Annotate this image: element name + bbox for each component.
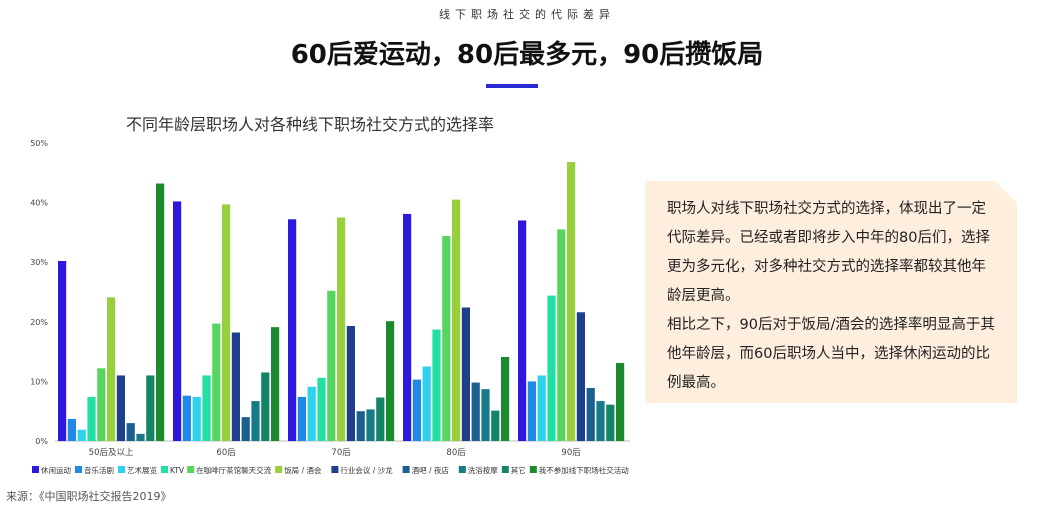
bar [501,356,510,441]
bar [146,375,155,441]
bar [327,290,336,441]
legend-swatch [32,466,39,473]
legend-swatch [331,466,339,473]
bar [231,332,240,441]
legend-swatch [529,466,537,473]
bar [136,433,145,441]
y-tick-label: 10% [30,377,48,386]
bar [67,418,76,441]
bar [376,397,385,441]
bar [403,213,412,441]
x-tick-label: 60后 [216,447,236,458]
legend-label: 洗浴按摩 [468,465,498,475]
title-underline [486,84,538,88]
bar [156,183,165,441]
y-tick-label: 40% [30,199,48,208]
legend-label: 酒吧 / 夜店 [412,465,450,475]
bar [606,404,615,441]
legend-label: KTV [170,466,185,475]
legend-label: 艺术展览 [127,465,157,475]
bar [386,321,395,441]
note-box: 职场人对线下职场社交方式的选择，体现出了一定代际差异。已经或者即将步入中年的80… [645,181,1017,403]
bar [527,381,536,441]
legend-swatch [501,466,509,473]
bar [107,297,116,441]
bar [261,372,270,441]
bar [307,386,316,441]
bar [173,201,182,441]
bar [452,199,461,441]
bar [491,410,500,441]
note-paragraph-2: 相比之下，90后对于饭局/酒会的选择率明显高于其他年龄层，而60后职场人当中，选… [667,317,995,391]
bar [412,379,421,441]
bar [116,375,125,441]
legend-swatch [75,466,82,473]
bar [442,235,451,441]
bar [288,219,297,441]
note-text: 职场人对线下职场社交方式的选择，体现出了一定代际差异。已经或者即将步入中年的80… [667,195,997,398]
legend-label: 休闲运动 [41,465,71,475]
bar [126,423,135,441]
bar [567,162,576,441]
bar [251,401,260,441]
y-tick-label: 30% [30,258,48,267]
bar [297,396,306,441]
bar [212,323,221,441]
bar [422,366,431,441]
y-tick-label: 50% [30,139,48,148]
y-tick-label: 0% [35,437,48,446]
x-tick-label: 80后 [446,447,466,458]
bar [586,387,595,441]
bar [271,327,280,441]
note-corner-fold [995,181,1017,203]
x-tick-label: 70后 [331,447,351,458]
legend-label: 我不参加线下职场社交活动 [539,465,629,475]
bar [518,220,527,441]
bar [596,401,605,441]
note-paragraph-1: 职场人对线下职场社交方式的选择，体现出了一定代际差异。已经或者即将步入中年的80… [667,201,990,304]
legend-swatch [402,466,410,473]
legend-swatch [187,466,195,473]
legend-label: 其它 [511,465,526,475]
bar [537,375,546,441]
bar [346,325,355,441]
bar [461,307,470,441]
bar [87,396,96,441]
bar [576,312,585,441]
bar [222,204,231,441]
top-label: 线下职场社交的代际差异 [439,8,615,21]
bar [547,295,556,441]
y-tick-label: 20% [30,318,48,327]
legend-swatch [458,466,466,473]
bar [192,396,201,441]
x-tick-label: 50后及以上 [89,447,134,458]
x-tick-label: 90后 [561,447,581,458]
legend-label: 饭局 / 酒会 [284,465,322,475]
bar [616,362,625,441]
legend-swatch [275,466,283,473]
legend-swatch [161,466,168,473]
bar [202,375,211,441]
bar [97,368,106,441]
bar [77,429,86,441]
page-title: 60后爱运动，80后最多元，90后攒饭局 [290,40,764,70]
bar [471,382,480,441]
bar [58,261,67,441]
bar [241,417,250,441]
bar [366,409,375,441]
bar [337,217,346,441]
bar [557,229,566,441]
bar [432,329,441,441]
bar [182,395,191,441]
bar [317,377,326,441]
source-note: 来源：《中国职场社交报告2019》 [6,490,172,503]
bar [481,389,490,441]
legend-swatch [118,466,125,473]
legend-label: 行业会议 / 沙龙 [340,465,393,475]
bar [356,411,365,441]
legend-label: 在咖啡厅茶馆聊天交流 [196,465,271,475]
legend-label: 音乐活剧 [84,465,114,475]
chart-title: 不同年龄层职场人对各种线下职场社交方式的选择率 [125,115,494,134]
